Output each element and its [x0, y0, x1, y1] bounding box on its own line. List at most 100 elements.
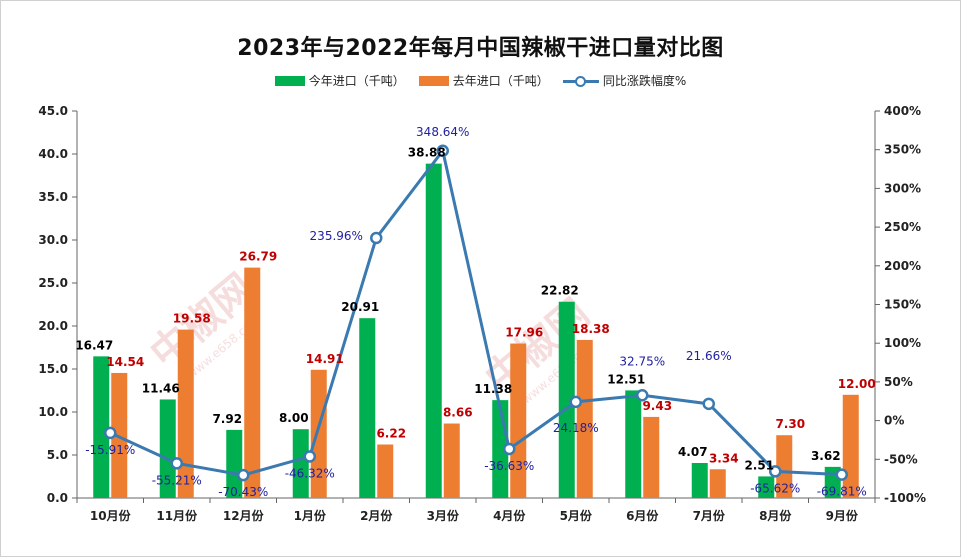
pct-label: -15.91% [85, 443, 135, 457]
x-tick-label: 8月份 [759, 508, 792, 523]
bar-label-last-year: 12.00 [838, 377, 876, 391]
bar-label-last-year: 8.66 [443, 406, 473, 420]
legend-line-marker-icon [562, 75, 599, 87]
y-left-tick-label: 25.0 [38, 276, 68, 290]
bar-label-last-year: 3.34 [709, 451, 739, 465]
y-right-tick-label: -50% [884, 452, 918, 466]
pct-point [436, 144, 449, 158]
bar-this-year [758, 476, 775, 498]
pct-point [835, 468, 848, 481]
bar-last-year [310, 369, 327, 498]
y-left-tick-label: 20.0 [38, 319, 68, 333]
bar-label-this-year: 3.62 [811, 449, 841, 463]
bar-label-this-year: 38.88 [408, 146, 446, 160]
pct-label: 24.18% [553, 421, 599, 435]
y-right-tick-label: 400% [884, 104, 921, 118]
x-tick-label: 2月份 [360, 508, 393, 523]
bar-label-this-year: 4.07 [678, 445, 708, 459]
legend-label-last-year: 去年进口（千吨） [452, 74, 549, 88]
x-tick-label: 12月份 [223, 508, 265, 523]
bar-label-last-year: 19.58 [173, 312, 211, 326]
pct-point [636, 389, 649, 402]
bar-label-last-year: 18.38 [572, 322, 610, 336]
bar-label-last-year: 26.79 [239, 250, 277, 264]
bar-last-year [177, 329, 194, 498]
pct-label: -46.32% [285, 466, 335, 480]
bar-label-this-year: 22.82 [541, 284, 579, 298]
y-left-tick-label: 45.0 [38, 104, 68, 118]
bar-label-this-year: 2.51 [744, 458, 774, 472]
bar-this-year [359, 318, 376, 498]
legend-swatch-this-year [274, 75, 305, 86]
pct-point [303, 450, 316, 463]
x-tick-label: 4月份 [493, 508, 526, 523]
pct-label: -69.81% [817, 485, 867, 499]
bar-label-this-year: 20.91 [341, 300, 379, 314]
legend-swatch-last-year [418, 75, 449, 86]
pct-point [503, 442, 516, 456]
y-left-tick-label: 10.0 [38, 405, 68, 419]
y-left-tick-label: 15.0 [38, 362, 68, 376]
x-tick-label: 7月份 [693, 508, 726, 523]
x-tick-label: 11月份 [156, 508, 198, 523]
x-tick-label: 6月份 [626, 508, 659, 523]
line-layer [104, 144, 848, 482]
y-right-tick-label: 0% [884, 414, 904, 428]
bar-label-last-year: 9.43 [642, 399, 672, 413]
pct-point [237, 468, 250, 482]
y-right-tick-label: 250% [884, 220, 921, 234]
bar-last-year [244, 267, 261, 498]
legend: 今年进口（千吨） 去年进口（千吨） 同比涨跌幅度% [0, 72, 961, 89]
bar-label-this-year: 8.00 [279, 411, 309, 425]
x-tick-label: 3月份 [427, 508, 460, 523]
bar-this-year [691, 462, 708, 498]
y-right-tick-label: -100% [884, 491, 926, 505]
legend-label-this-year: 今年进口（千吨） [308, 74, 405, 88]
bar-this-year [93, 356, 110, 498]
pct-label: 348.64% [416, 125, 469, 139]
axis-layer: 0.0 5.0 10.0 15.0 20.0 25.0 30.0 35.0 40.0 45.0 -1… [38, 104, 926, 523]
bar-label-this-year: 11.38 [474, 382, 512, 396]
bar-this-year [425, 163, 442, 498]
bar-last-year [510, 343, 527, 498]
pct-label: -36.63% [484, 459, 534, 473]
y-right-tick-label: 200% [884, 259, 921, 273]
bar-last-year [842, 394, 859, 498]
bar-last-year [709, 469, 726, 498]
bar-this-year [558, 301, 575, 498]
bar-last-year [443, 423, 460, 498]
x-tick-label: 9月份 [826, 508, 859, 523]
bar-label-last-year: 7.30 [775, 417, 805, 431]
legend-label-pct: 同比涨跌幅度% [602, 74, 687, 88]
bar-this-year [226, 429, 243, 498]
y-left-tick-label: 35.0 [38, 190, 68, 204]
bar-label-last-year: 14.91 [306, 352, 344, 366]
x-tick-label: 1月份 [294, 508, 327, 523]
pct-point [170, 457, 183, 470]
bar-label-this-year: 11.46 [142, 381, 180, 395]
pct-label: 235.96% [310, 229, 363, 243]
data-label-layer: 16.47 14.54 11.46 19.58 7.92 26.79 8.00 14.91 20… [75, 125, 875, 499]
bar-this-year [625, 390, 642, 498]
pct-point [702, 397, 715, 411]
bar-last-year [643, 416, 660, 498]
bar-label-this-year: 12.51 [607, 372, 645, 386]
pct-point [569, 395, 582, 409]
bar-this-year [292, 429, 309, 498]
legend-item-this-year: 今年进口（千吨） [274, 72, 405, 89]
pct-label: 21.66% [686, 349, 732, 363]
pct-label: -70.43% [218, 485, 268, 499]
x-tick-label: 10月份 [90, 508, 132, 523]
y-right-tick-label: 350% [884, 143, 921, 157]
legend-item-last-year: 去年进口（千吨） [418, 72, 549, 89]
pct-point [370, 231, 383, 245]
pct-label: -65.62% [750, 481, 800, 495]
pct-point [769, 465, 782, 478]
y-right-tick-label: 100% [884, 336, 921, 350]
y-left-tick-label: 5.0 [47, 448, 68, 462]
bar-label-last-year: 17.96 [505, 326, 543, 340]
y-left-tick-label: 0.0 [47, 491, 68, 505]
pct-label: 32.75% [619, 354, 665, 368]
